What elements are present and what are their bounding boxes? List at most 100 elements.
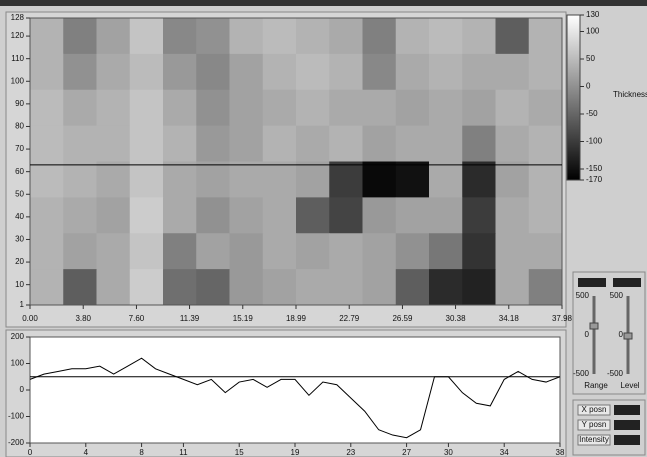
heat-cell: [63, 126, 97, 162]
heat-cell: [196, 162, 230, 198]
level-thumb[interactable]: [624, 333, 632, 339]
heat-cell: [97, 162, 131, 198]
heat-cell: [97, 233, 131, 269]
y-tick-label: 40: [15, 212, 24, 221]
heat-cell: [263, 162, 297, 198]
heat-cell: [496, 233, 530, 269]
heat-cell: [363, 233, 397, 269]
readout-value: [614, 405, 640, 415]
y-tick-label: 120: [11, 31, 25, 40]
heat-cell: [462, 90, 496, 126]
y-tick-label: 10: [15, 280, 24, 289]
colorbar-tick-label: -50: [586, 109, 598, 118]
heat-cell: [63, 18, 97, 54]
heat-cell: [163, 269, 197, 305]
heat-cell: [263, 54, 297, 90]
level-box[interactable]: [613, 278, 641, 287]
y-tick-label: 20: [15, 257, 24, 266]
readout-label: Y posn: [582, 420, 607, 429]
colorbar-tick-label: -100: [586, 137, 603, 146]
colorbar-tick-label: -170: [586, 175, 603, 184]
heat-cell: [529, 54, 563, 90]
colorbar-tick-label: 130: [586, 10, 600, 19]
heat-cell: [529, 233, 563, 269]
y-tick-label: 80: [15, 122, 24, 131]
x-tick-label: 18.99: [286, 314, 307, 323]
slider-tick-label: -500: [573, 369, 590, 378]
colorbar-tick-label: -150: [586, 164, 603, 173]
heat-cell: [30, 162, 64, 198]
heat-cell: [130, 126, 164, 162]
heat-cell: [130, 54, 164, 90]
title-bar: [0, 0, 647, 6]
range-thumb[interactable]: [590, 323, 598, 329]
colorbar-tick-label: 0: [586, 82, 591, 91]
heat-cell: [496, 126, 530, 162]
y-tick-label: 50: [15, 189, 24, 198]
heat-cell: [429, 269, 463, 305]
heat-cell: [462, 126, 496, 162]
heat-cell: [462, 54, 496, 90]
x-tick-label: 15.19: [233, 314, 254, 323]
heat-cell: [329, 90, 363, 126]
heat-cell: [462, 233, 496, 269]
heat-cell: [529, 162, 563, 198]
x-tick-label: 26.59: [392, 314, 413, 323]
heat-cell: [396, 54, 430, 90]
y-tick-label: -200: [8, 438, 25, 447]
heat-cell: [363, 197, 397, 233]
heat-cell: [396, 126, 430, 162]
readout-label: Intensity: [579, 435, 609, 444]
heat-cell: [263, 269, 297, 305]
x-tick-label: 7.60: [129, 314, 145, 323]
heat-cell: [462, 162, 496, 198]
heat-cell: [163, 162, 197, 198]
heat-cell: [363, 269, 397, 305]
x-tick-label: 34.18: [499, 314, 520, 323]
heat-cell: [130, 162, 164, 198]
heat-cell: [97, 197, 131, 233]
heat-cell: [496, 269, 530, 305]
heat-cell: [296, 162, 330, 198]
readout-value: [614, 435, 640, 445]
heat-cell: [329, 162, 363, 198]
colorbar-tick-label: 50: [586, 54, 595, 63]
app-window: Range Level Thickness in mils 0.003.807.…: [0, 0, 647, 457]
heat-cell: [230, 54, 264, 90]
heat-cell: [529, 90, 563, 126]
y-tick-label: 100: [11, 359, 25, 368]
heat-cell: [296, 126, 330, 162]
heat-cell: [429, 162, 463, 198]
x-tick-label: 15: [235, 448, 244, 457]
heat-cell: [163, 233, 197, 269]
heat-cell: [429, 18, 463, 54]
heat-cell: [196, 90, 230, 126]
heat-cell: [30, 197, 64, 233]
y-tick-label: 100: [11, 76, 25, 85]
heat-cell: [329, 126, 363, 162]
range-box[interactable]: [578, 278, 606, 287]
y-tick-label: 0: [20, 385, 25, 394]
y-tick-label: 30: [15, 235, 24, 244]
range-label: Range: [584, 381, 608, 390]
heat-cell: [429, 90, 463, 126]
heat-cell: [30, 90, 64, 126]
x-tick-label: 0.00: [22, 314, 38, 323]
heat-cell: [63, 197, 97, 233]
heat-cell: [196, 269, 230, 305]
heat-cell: [30, 233, 64, 269]
y-tick-label: 200: [11, 332, 25, 341]
x-tick-label: 8: [139, 448, 144, 457]
heat-cell: [97, 18, 131, 54]
x-tick-label: 23: [346, 448, 355, 457]
x-tick-label: 4: [84, 448, 89, 457]
heat-cell: [130, 269, 164, 305]
heat-cell: [163, 90, 197, 126]
heat-cell: [230, 126, 264, 162]
heat-cell: [429, 126, 463, 162]
heat-cell: [230, 162, 264, 198]
x-tick-label: 11.39: [180, 314, 200, 323]
heat-cell: [396, 162, 430, 198]
y-tick-label: 90: [15, 99, 24, 108]
heat-cell: [329, 197, 363, 233]
